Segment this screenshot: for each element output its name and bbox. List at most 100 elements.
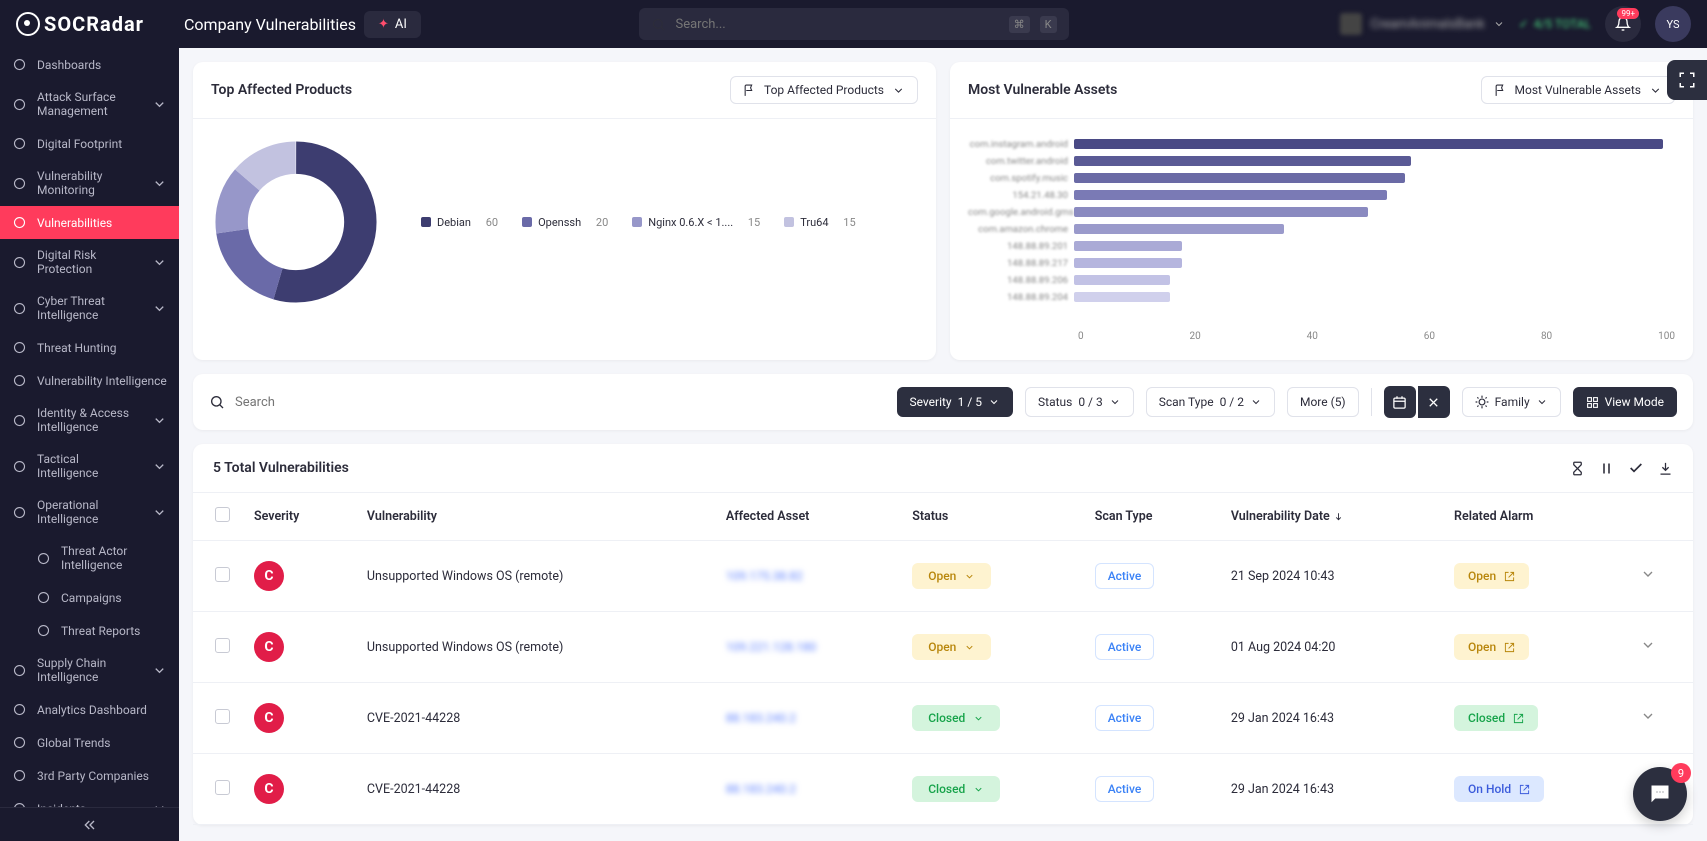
status-pill[interactable]: ✓ 4/5 TOTAL (1519, 17, 1591, 31)
sidebar-item-vulnerabilities[interactable]: Vulnerabilities (0, 206, 179, 239)
severity-filter[interactable]: Severity 1 / 5 (897, 387, 1014, 417)
status-tag[interactable]: Closed (912, 776, 1000, 802)
global-search[interactable]: ⌘ K (639, 8, 1069, 40)
sidebar-item-cyber-threat-intelligence[interactable]: Cyber Threat Intelligence (0, 285, 179, 331)
row-checkbox[interactable] (215, 567, 230, 582)
vuln-date: 29 Jan 2024 16:43 (1219, 683, 1442, 754)
legend-item: Debian 60 (421, 216, 498, 229)
sidebar-item-threat-hunting[interactable]: Threat Hunting (0, 331, 179, 364)
column-header[interactable]: Vulnerability (355, 493, 714, 541)
table-search-input[interactable] (235, 395, 509, 410)
sidebar-item-supply-chain-intelligence[interactable]: Supply Chain Intelligence (0, 647, 179, 693)
scan-type-tag: Active (1095, 776, 1155, 802)
status-tag[interactable]: Closed (912, 705, 1000, 731)
top-products-select[interactable]: Top Affected Products (730, 76, 918, 104)
affected-asset[interactable]: 88.183.240.2 (726, 782, 796, 796)
ai-button[interactable]: ✦ AI (364, 11, 421, 38)
row-checkbox[interactable] (215, 780, 230, 795)
vi-icon (12, 373, 27, 388)
row-checkbox[interactable] (215, 709, 230, 724)
chat-button[interactable]: 9 (1633, 767, 1687, 821)
vuln-date: 01 Aug 2024 04:20 (1219, 612, 1442, 683)
sidebar-item-vulnerability-monitoring[interactable]: Vulnerability Monitoring (0, 160, 179, 206)
sidebar-item-dashboards[interactable]: Dashboards (0, 48, 179, 81)
alarm-tag[interactable]: On Hold (1454, 776, 1544, 802)
user-avatar[interactable]: YS (1655, 6, 1691, 42)
sidebar-item-analytics-dashboard[interactable]: Analytics Dashboard (0, 693, 179, 726)
sidebar-label: Dashboards (37, 58, 101, 72)
column-header[interactable]: Scan Type (1083, 493, 1219, 541)
legend-item: Tru64 15 (784, 216, 855, 229)
sidebar-item-identity-access-intelligence[interactable]: Identity & Access Intelligence (0, 397, 179, 443)
bar-row: com.google.android.gms (968, 205, 1675, 219)
sidebar-item-operational-intelligence[interactable]: Operational Intelligence (0, 489, 179, 535)
expand-panel-button[interactable] (1667, 60, 1707, 100)
vuln-name[interactable]: CVE-2021-44228 (355, 754, 714, 825)
download-icon[interactable] (1658, 461, 1673, 476)
search-input[interactable] (676, 17, 999, 32)
severity-badge: C (254, 774, 284, 804)
sidebar-item-campaigns[interactable]: Campaigns (0, 581, 179, 614)
sidebar-item-tactical-intelligence[interactable]: Tactical Intelligence (0, 443, 179, 489)
hourglass-icon[interactable] (1570, 461, 1585, 476)
logo[interactable]: SOCRadar (16, 12, 144, 36)
sidebar-label: Global Trends (37, 736, 111, 750)
vuln-name[interactable]: Unsupported Windows OS (remote) (355, 612, 714, 683)
select-all-checkbox[interactable] (215, 507, 230, 522)
sidebar-item-digital-footprint[interactable]: Digital Footprint (0, 127, 179, 160)
scantype-filter[interactable]: Scan Type 0 / 2 (1146, 387, 1275, 417)
notifications-button[interactable]: 99+ (1605, 6, 1641, 42)
ai-label: AI (395, 17, 407, 32)
expand-row-button[interactable] (1640, 571, 1656, 586)
status-tag[interactable]: Open (912, 634, 991, 660)
sidebar-item-attack-surface-management[interactable]: Attack Surface Management (0, 81, 179, 127)
more-filter[interactable]: More (5) (1287, 387, 1359, 417)
sidebar-label: Threat Reports (61, 624, 140, 638)
vuln-name[interactable]: Unsupported Windows OS (remote) (355, 541, 714, 612)
sidebar-item-3rd-party-companies[interactable]: 3rd Party Companies (0, 759, 179, 792)
calendar-icon (1392, 395, 1407, 410)
org-selector[interactable]: CreamAnimalsBank (1340, 13, 1504, 35)
column-header[interactable]: Severity (242, 493, 355, 541)
expand-icon (1678, 71, 1696, 89)
severity-badge: C (254, 632, 284, 662)
calendar-button[interactable] (1384, 386, 1416, 418)
affected-asset[interactable]: 109.175.38.82 (726, 569, 803, 583)
bar-row: 148.88.89.204 (968, 290, 1675, 304)
sidebar-label: Digital Footprint (37, 137, 122, 151)
row-checkbox[interactable] (215, 638, 230, 653)
sidebar-item-threat-actor-intelligence[interactable]: Threat Actor Intelligence (0, 535, 179, 581)
org-name: CreamAnimalsBank (1370, 17, 1484, 32)
sidebar-item-vulnerability-intelligence[interactable]: Vulnerability Intelligence (0, 364, 179, 397)
clear-date-button[interactable] (1418, 386, 1450, 418)
vuln-name[interactable]: CVE-2021-44228 (355, 683, 714, 754)
asm-icon (12, 97, 27, 112)
family-filter[interactable]: Family (1462, 387, 1561, 417)
alarm-tag[interactable]: Open (1454, 634, 1529, 660)
expand-row-button[interactable] (1640, 713, 1656, 728)
ai-icon: ✦ (378, 17, 389, 32)
vuln-assets-select[interactable]: Most Vulnerable Assets (1481, 76, 1675, 104)
sidebar-collapse-button[interactable] (0, 807, 179, 841)
sidebar-item-digital-risk-protection[interactable]: Digital Risk Protection (0, 239, 179, 285)
alarm-tag[interactable]: Open (1454, 563, 1529, 589)
column-header[interactable]: Related Alarm (1442, 493, 1628, 541)
table-search[interactable] (209, 394, 509, 410)
affected-asset[interactable]: 109.221.128.180 (726, 640, 816, 654)
status-filter[interactable]: Status 0 / 3 (1025, 387, 1134, 417)
column-header[interactable]: Affected Asset (714, 493, 900, 541)
viewmode-button[interactable]: View Mode (1573, 387, 1677, 417)
check-icon[interactable] (1628, 460, 1644, 476)
sidebar-item-threat-reports[interactable]: Threat Reports (0, 614, 179, 647)
alarm-tag[interactable]: Closed (1454, 705, 1538, 731)
bar-row: 148.88.89.206 (968, 273, 1675, 287)
3rd-icon (12, 768, 27, 783)
sidebar-item-global-trends[interactable]: Global Trends (0, 726, 179, 759)
legend-item: Nginx 0.6.X < 1.... 15 (632, 216, 760, 229)
affected-asset[interactable]: 88.183.240.2 (726, 711, 796, 725)
column-header[interactable]: Vulnerability Date (1219, 493, 1442, 541)
pause-icon[interactable] (1599, 461, 1614, 476)
column-header[interactable]: Status (900, 493, 1083, 541)
expand-row-button[interactable] (1640, 642, 1656, 657)
status-tag[interactable]: Open (912, 563, 991, 589)
